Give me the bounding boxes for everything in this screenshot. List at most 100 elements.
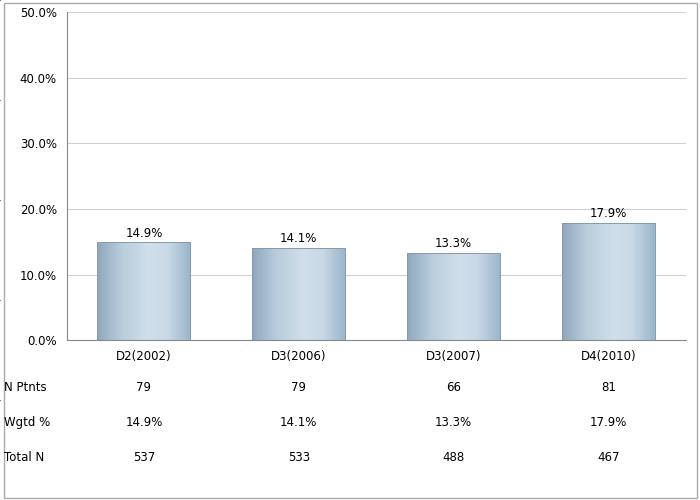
Bar <box>636 223 638 340</box>
Text: 537: 537 <box>133 451 155 464</box>
Bar <box>288 248 290 340</box>
Bar <box>429 253 430 340</box>
Bar <box>634 223 635 340</box>
Text: 14.9%: 14.9% <box>125 227 162 240</box>
Bar <box>581 223 582 340</box>
Bar <box>629 223 631 340</box>
Text: 66: 66 <box>446 381 461 394</box>
Bar <box>482 253 483 340</box>
Bar <box>161 242 162 340</box>
Bar <box>473 253 474 340</box>
Bar <box>457 253 458 340</box>
Bar <box>263 248 265 340</box>
Bar <box>475 253 477 340</box>
Bar <box>564 223 566 340</box>
Bar <box>432 253 434 340</box>
Bar <box>638 223 640 340</box>
Text: 13.3%: 13.3% <box>435 238 472 250</box>
Bar <box>260 248 262 340</box>
Bar <box>498 253 500 340</box>
Bar <box>620 223 621 340</box>
Text: 81: 81 <box>601 381 616 394</box>
Bar <box>624 223 626 340</box>
Bar <box>108 242 110 340</box>
Bar <box>97 242 99 340</box>
Bar <box>139 242 141 340</box>
Text: 467: 467 <box>597 451 620 464</box>
Bar <box>479 253 480 340</box>
Bar <box>188 242 189 340</box>
Bar <box>441 253 443 340</box>
Bar <box>458 253 460 340</box>
Bar <box>610 223 612 340</box>
Bar <box>484 253 486 340</box>
Bar <box>568 223 570 340</box>
Bar <box>440 253 442 340</box>
Bar <box>305 248 307 340</box>
Bar <box>169 242 170 340</box>
Bar <box>460 253 461 340</box>
Bar <box>299 248 300 340</box>
Bar <box>654 223 655 340</box>
Bar <box>444 253 446 340</box>
Bar <box>175 242 176 340</box>
Bar <box>342 248 344 340</box>
Bar <box>184 242 186 340</box>
Bar <box>443 253 444 340</box>
Bar <box>582 223 584 340</box>
Bar <box>258 248 260 340</box>
Bar <box>120 242 122 340</box>
Bar <box>407 253 500 340</box>
Bar <box>449 253 451 340</box>
Bar <box>330 248 332 340</box>
Bar <box>160 242 161 340</box>
Bar <box>652 223 654 340</box>
Bar <box>565 223 567 340</box>
Bar <box>270 248 271 340</box>
Bar <box>455 253 457 340</box>
Bar <box>119 242 121 340</box>
Bar <box>118 242 119 340</box>
Bar <box>178 242 180 340</box>
Bar <box>594 223 596 340</box>
Bar <box>615 223 617 340</box>
Bar <box>133 242 135 340</box>
Bar <box>618 223 620 340</box>
Bar <box>277 248 279 340</box>
Bar <box>571 223 573 340</box>
Bar <box>409 253 410 340</box>
Bar <box>570 223 571 340</box>
Bar <box>124 242 125 340</box>
Text: 533: 533 <box>288 451 310 464</box>
Bar <box>607 223 609 340</box>
Bar <box>144 242 146 340</box>
Bar <box>468 253 469 340</box>
Bar <box>336 248 337 340</box>
Bar <box>474 253 475 340</box>
Bar <box>641 223 643 340</box>
Bar <box>291 248 293 340</box>
Bar <box>341 248 342 340</box>
Bar <box>483 253 485 340</box>
Bar <box>186 242 188 340</box>
Bar <box>644 223 646 340</box>
Bar <box>488 253 489 340</box>
Bar <box>319 248 321 340</box>
Bar <box>164 242 166 340</box>
Bar <box>585 223 587 340</box>
Bar <box>635 223 636 340</box>
Bar <box>587 223 589 340</box>
Bar <box>102 242 104 340</box>
Bar <box>492 253 494 340</box>
Bar <box>426 253 428 340</box>
Bar <box>335 248 336 340</box>
Text: 14.1%: 14.1% <box>280 416 318 429</box>
Bar <box>141 242 143 340</box>
Bar <box>284 248 285 340</box>
Bar <box>650 223 652 340</box>
Bar <box>421 253 423 340</box>
Bar <box>486 253 488 340</box>
Bar <box>105 242 107 340</box>
Bar <box>252 248 254 340</box>
Bar <box>477 253 479 340</box>
